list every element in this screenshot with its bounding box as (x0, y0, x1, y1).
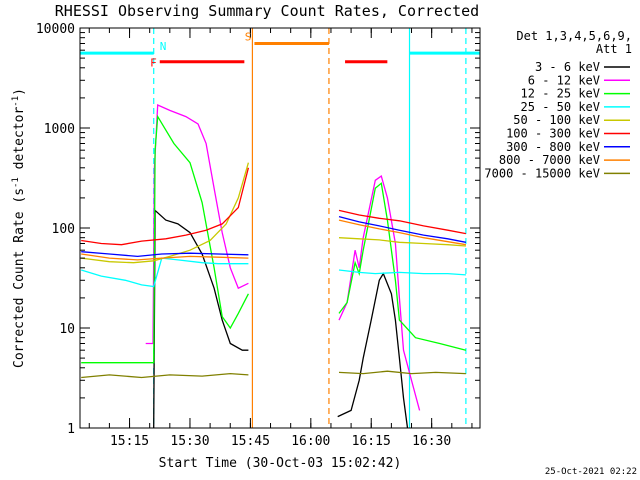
y-axis-label-sup: -1 (11, 177, 21, 188)
series-line (81, 257, 249, 288)
series-line (81, 167, 250, 246)
legend-label: 300 - 800 keV (506, 140, 600, 154)
flag-label: S (245, 30, 252, 43)
y-axis-label-part: detector (12, 107, 27, 178)
plot-area (80, 28, 480, 428)
series-line (338, 219, 467, 246)
x-tick-label: 16:15 (352, 434, 391, 449)
legend-label: 800 - 7000 keV (499, 153, 600, 167)
series-line (145, 104, 249, 345)
y-tick-label: 1 (67, 422, 75, 437)
x-tick-label: 15:15 (110, 434, 149, 449)
flag-label: N (160, 40, 167, 53)
series-line (81, 114, 249, 364)
timestamp: 25-Oct-2021 02:22 (545, 467, 637, 477)
series-line (338, 269, 466, 276)
flag-label: F (150, 57, 157, 70)
series-line (338, 175, 421, 411)
y-tick-label: 10000 (36, 22, 75, 37)
x-axis-label: Start Time (30-Oct-03 15:02:42) (159, 456, 402, 471)
series-line (81, 162, 250, 264)
series-line (338, 370, 466, 375)
y-axis-label: Corrected Count Rate (s-1 detector-1) (11, 88, 27, 368)
y-tick-label: 1000 (44, 122, 75, 137)
series-line (81, 372, 249, 379)
series-line (338, 237, 466, 247)
series-line (338, 182, 467, 351)
legend-label: 7000 - 15000 keV (484, 166, 600, 180)
legend-label: 3 - 6 keV (535, 60, 600, 74)
y-axis-label-part: Corrected Count Rate (s (12, 188, 27, 368)
series-line (338, 215, 467, 243)
legend-title: Det 1,3,4,5,6,9, (516, 29, 632, 43)
x-tick-label: 16:00 (291, 434, 330, 449)
chart-title: RHESSI Observing Summary Count Rates, Co… (55, 2, 479, 20)
series-line (81, 253, 249, 261)
series-line (338, 209, 467, 235)
series-line (153, 208, 249, 428)
legend-label: 25 - 50 keV (521, 100, 600, 114)
legend-title: Att 1 (596, 42, 632, 56)
legend-label: 6 - 12 keV (528, 73, 600, 87)
x-tick-label: 15:45 (231, 434, 270, 449)
y-tick-label: 100 (52, 222, 75, 237)
y-axis-label-part: ) (12, 88, 27, 96)
y-tick-label: 10 (59, 322, 75, 337)
x-tick-label: 15:30 (170, 434, 209, 449)
x-axis: 15:15 15:30 15:45 16:00 16:15 16:30 (88, 28, 473, 449)
y-axis-label-sup: -1 (11, 96, 21, 107)
legend-label: 100 - 300 keV (506, 127, 600, 141)
legend-label: 12 - 25 keV (521, 87, 600, 101)
legend-label: 50 - 100 keV (513, 113, 600, 127)
x-tick-label: 16:30 (412, 434, 451, 449)
series-line (81, 251, 249, 258)
y-axis: 1 10 100 1000 10000 (36, 22, 480, 437)
plot-frame (79, 27, 481, 429)
series-line (337, 272, 409, 428)
